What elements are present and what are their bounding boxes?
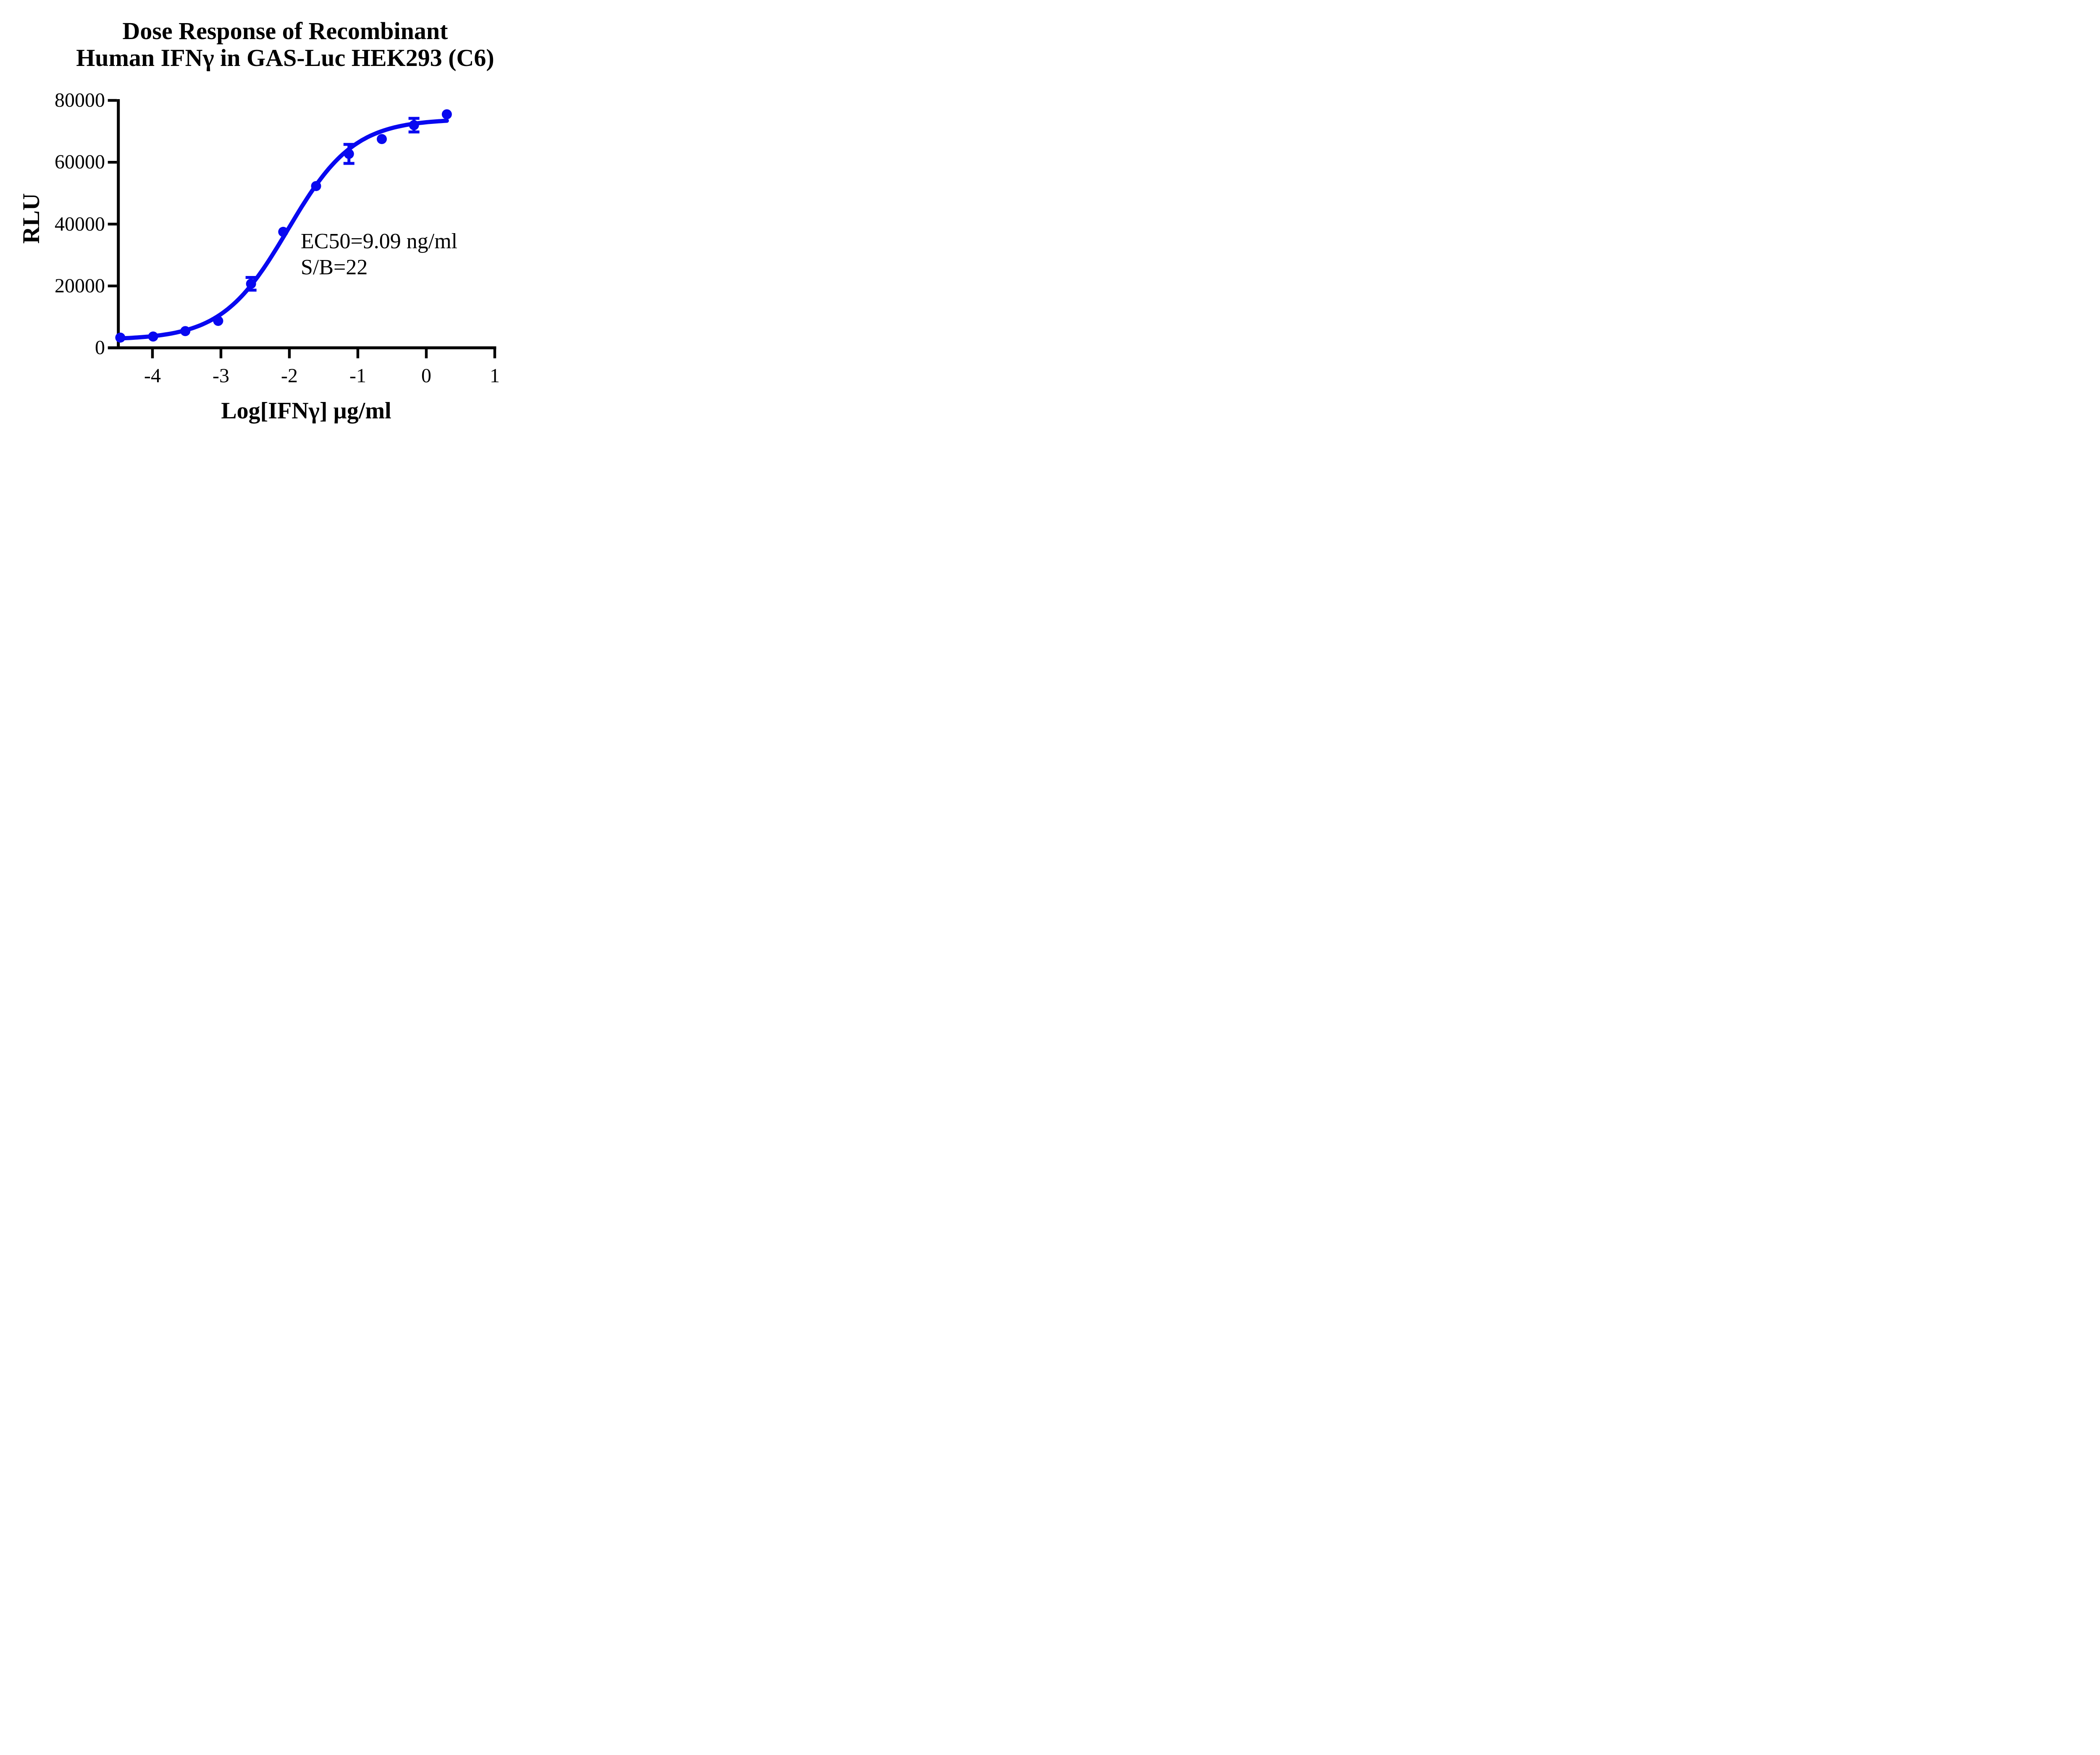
- x-tick-label: 1: [490, 365, 500, 387]
- x-tick-label: -2: [281, 365, 298, 387]
- fit-curve: [116, 118, 449, 341]
- data-point-marker: [311, 181, 321, 191]
- y-tick-label: 80000: [55, 89, 105, 111]
- data-point-marker: [344, 149, 354, 159]
- data-point-marker: [441, 109, 452, 120]
- data-point-marker: [246, 278, 256, 289]
- x-tick-label: -4: [144, 365, 161, 387]
- y-tick-label: 0: [95, 336, 105, 359]
- y-tick-label: 60000: [55, 151, 105, 173]
- chart-title-line2: Human IFNγ in GAS-Luc HEK293 (C6): [76, 44, 494, 71]
- data-point-marker: [213, 315, 223, 326]
- sb-annotation: S/B=22: [301, 255, 368, 279]
- plot-area: [108, 99, 496, 358]
- x-tick-label: -3: [213, 365, 229, 387]
- data-point-marker: [377, 134, 387, 144]
- data-point-marker: [115, 332, 126, 343]
- x-tick-label: 0: [421, 365, 431, 387]
- chart-title-line1: Dose Response of Recombinant: [122, 17, 448, 45]
- y-tick-label: 40000: [55, 213, 105, 235]
- ec50-annotation: EC50=9.09 ng/ml: [301, 229, 458, 253]
- data-point-marker: [278, 226, 289, 237]
- fit-annotation: EC50=9.09 ng/ml S/B=22: [301, 229, 457, 281]
- data-point-marker: [180, 326, 191, 336]
- chart-canvas: Dose Response of Recombinant Human IFNγ …: [0, 0, 550, 439]
- x-tick-label: -1: [349, 365, 366, 387]
- chart-title: Dose Response of Recombinant Human IFNγ …: [10, 18, 550, 71]
- y-tick-label: 20000: [55, 274, 105, 297]
- data-point-marker: [409, 120, 419, 130]
- x-axis-title: Log[IFNγ] µg/ml: [221, 398, 391, 424]
- data-point-marker: [148, 331, 158, 342]
